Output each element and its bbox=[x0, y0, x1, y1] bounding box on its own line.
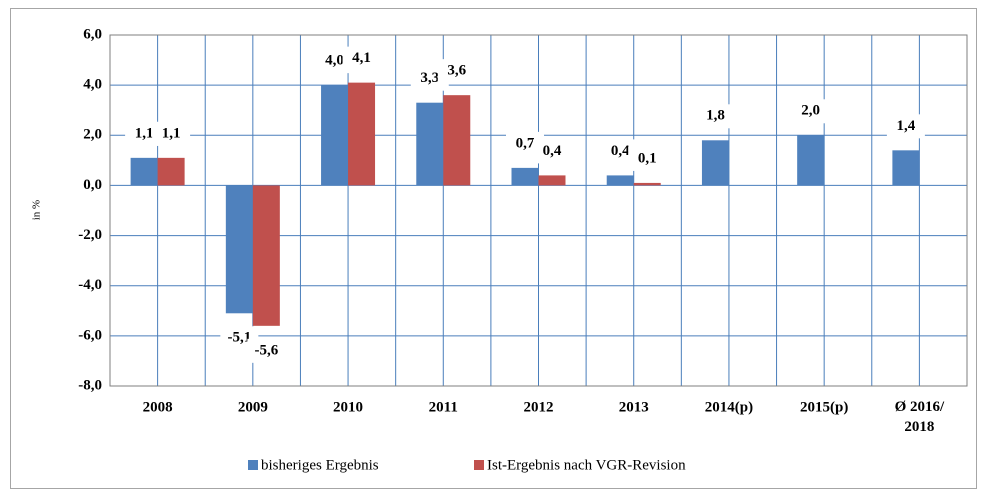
value-label: 4,0 bbox=[325, 53, 344, 69]
y-tick-label: -4,0 bbox=[78, 277, 102, 293]
bar bbox=[511, 167, 539, 186]
value-label: -5,6 bbox=[254, 342, 278, 358]
bar bbox=[538, 175, 566, 186]
value-label-bg bbox=[437, 59, 476, 84]
bar bbox=[892, 150, 920, 186]
bar bbox=[225, 185, 253, 314]
value-label: 0,7 bbox=[516, 135, 535, 151]
y-tick-label: -6,0 bbox=[78, 327, 102, 343]
value-label: 0,1 bbox=[638, 150, 657, 166]
value-label: 2,0 bbox=[801, 103, 820, 119]
bar bbox=[321, 85, 349, 186]
y-tick-label: -8,0 bbox=[78, 377, 102, 393]
x-tick-label: 2010 bbox=[333, 399, 363, 415]
value-label-bg bbox=[791, 99, 830, 124]
y-tick-label: 2,0 bbox=[83, 127, 102, 143]
bar bbox=[606, 175, 634, 186]
y-axis-label: in % bbox=[31, 200, 43, 220]
value-label-bg bbox=[628, 146, 667, 171]
y-tick-label: 4,0 bbox=[83, 77, 102, 93]
plot-border bbox=[109, 34, 968, 387]
bar bbox=[348, 82, 376, 186]
value-label: 3,6 bbox=[447, 63, 466, 79]
x-tick-label: 2011 bbox=[429, 399, 458, 415]
bar bbox=[443, 95, 471, 186]
x-tick-label: 2008 bbox=[143, 399, 173, 415]
x-tick-label: 2013 bbox=[619, 399, 649, 415]
bar bbox=[416, 102, 444, 186]
value-label: 1,4 bbox=[897, 118, 916, 134]
legend-swatch bbox=[474, 460, 484, 470]
x-tick-label: Ø 2016/2018 bbox=[895, 399, 945, 435]
value-label: 1,8 bbox=[706, 108, 725, 124]
legend-label: bisheriges Ergebnis bbox=[261, 457, 379, 473]
bar bbox=[130, 157, 158, 186]
value-label: 0,4 bbox=[611, 143, 630, 159]
x-tick-label: 2015(p) bbox=[800, 399, 848, 415]
value-label: -5,1 bbox=[227, 330, 251, 346]
legend-swatch bbox=[248, 460, 258, 470]
value-label: 1,1 bbox=[135, 125, 154, 141]
value-label-bg bbox=[533, 139, 571, 164]
value-label-bg bbox=[247, 338, 286, 363]
y-tick-label: 6,0 bbox=[83, 26, 102, 42]
chart-border bbox=[10, 8, 977, 489]
x-tick-label: 2009 bbox=[238, 399, 268, 415]
x-tick-label: 2014(p) bbox=[705, 399, 753, 415]
value-label-bg bbox=[342, 46, 381, 71]
legend-label: Ist-Ergebnis nach VGR-Revision bbox=[487, 457, 686, 473]
y-tick-label: 0,0 bbox=[83, 177, 102, 193]
bar bbox=[633, 182, 661, 186]
value-label: 4,1 bbox=[352, 50, 371, 66]
bar bbox=[797, 135, 825, 186]
value-label-bg bbox=[152, 121, 191, 146]
bar bbox=[157, 157, 185, 186]
bar bbox=[252, 185, 280, 326]
x-tick-label: 2012 bbox=[524, 399, 554, 415]
value-label: 3,3 bbox=[420, 70, 439, 86]
value-label: 0,4 bbox=[543, 143, 562, 159]
value-label: 1,1 bbox=[162, 125, 181, 141]
value-label-bg bbox=[696, 104, 735, 129]
value-label-bg bbox=[886, 114, 925, 139]
y-tick-label: -2,0 bbox=[78, 227, 102, 243]
bar bbox=[701, 140, 729, 186]
